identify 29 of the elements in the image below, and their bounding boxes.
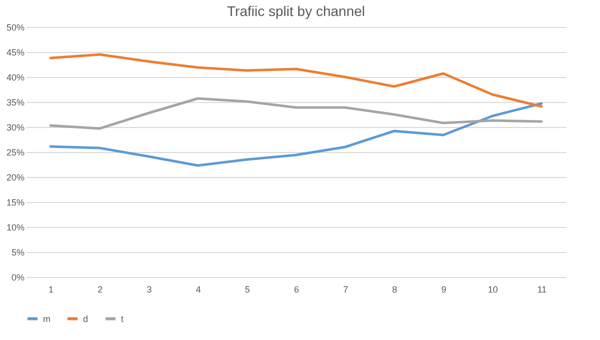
chart-title: Trafiic split by channel xyxy=(227,3,365,19)
legend-label: d xyxy=(83,314,88,324)
y-tick-label: 35% xyxy=(6,98,24,108)
x-tick-label: 6 xyxy=(294,284,300,294)
y-tick-label: 30% xyxy=(6,122,24,132)
x-tick-label: 3 xyxy=(146,284,152,294)
line-series xyxy=(49,53,543,108)
y-tick-label: 40% xyxy=(6,72,24,82)
x-tick-label: 8 xyxy=(392,284,398,294)
x-tick-label: 11 xyxy=(537,284,547,294)
y-tick-label: 15% xyxy=(6,198,24,208)
y-tick-label: 50% xyxy=(6,22,24,32)
legend-label: t xyxy=(121,314,124,324)
x-tick-label: 4 xyxy=(196,284,201,294)
y-tick-label: 5% xyxy=(11,248,24,258)
legend-label: m xyxy=(43,314,50,324)
y-tick-label: 10% xyxy=(6,222,24,232)
y-tick-label: 25% xyxy=(6,148,24,158)
x-tick-label: 1 xyxy=(48,284,54,294)
x-tick-label: 7 xyxy=(343,284,348,294)
y-tick-label: 45% xyxy=(6,48,24,58)
x-tick-label: 2 xyxy=(98,284,103,294)
line-series xyxy=(49,102,543,167)
x-tick-label: 9 xyxy=(441,284,446,294)
line-series xyxy=(49,97,543,130)
y-tick-label: 20% xyxy=(6,172,24,182)
x-tick-label: 10 xyxy=(488,284,498,294)
y-tick-label: 0% xyxy=(11,272,24,282)
x-tick-label: 5 xyxy=(244,284,250,294)
